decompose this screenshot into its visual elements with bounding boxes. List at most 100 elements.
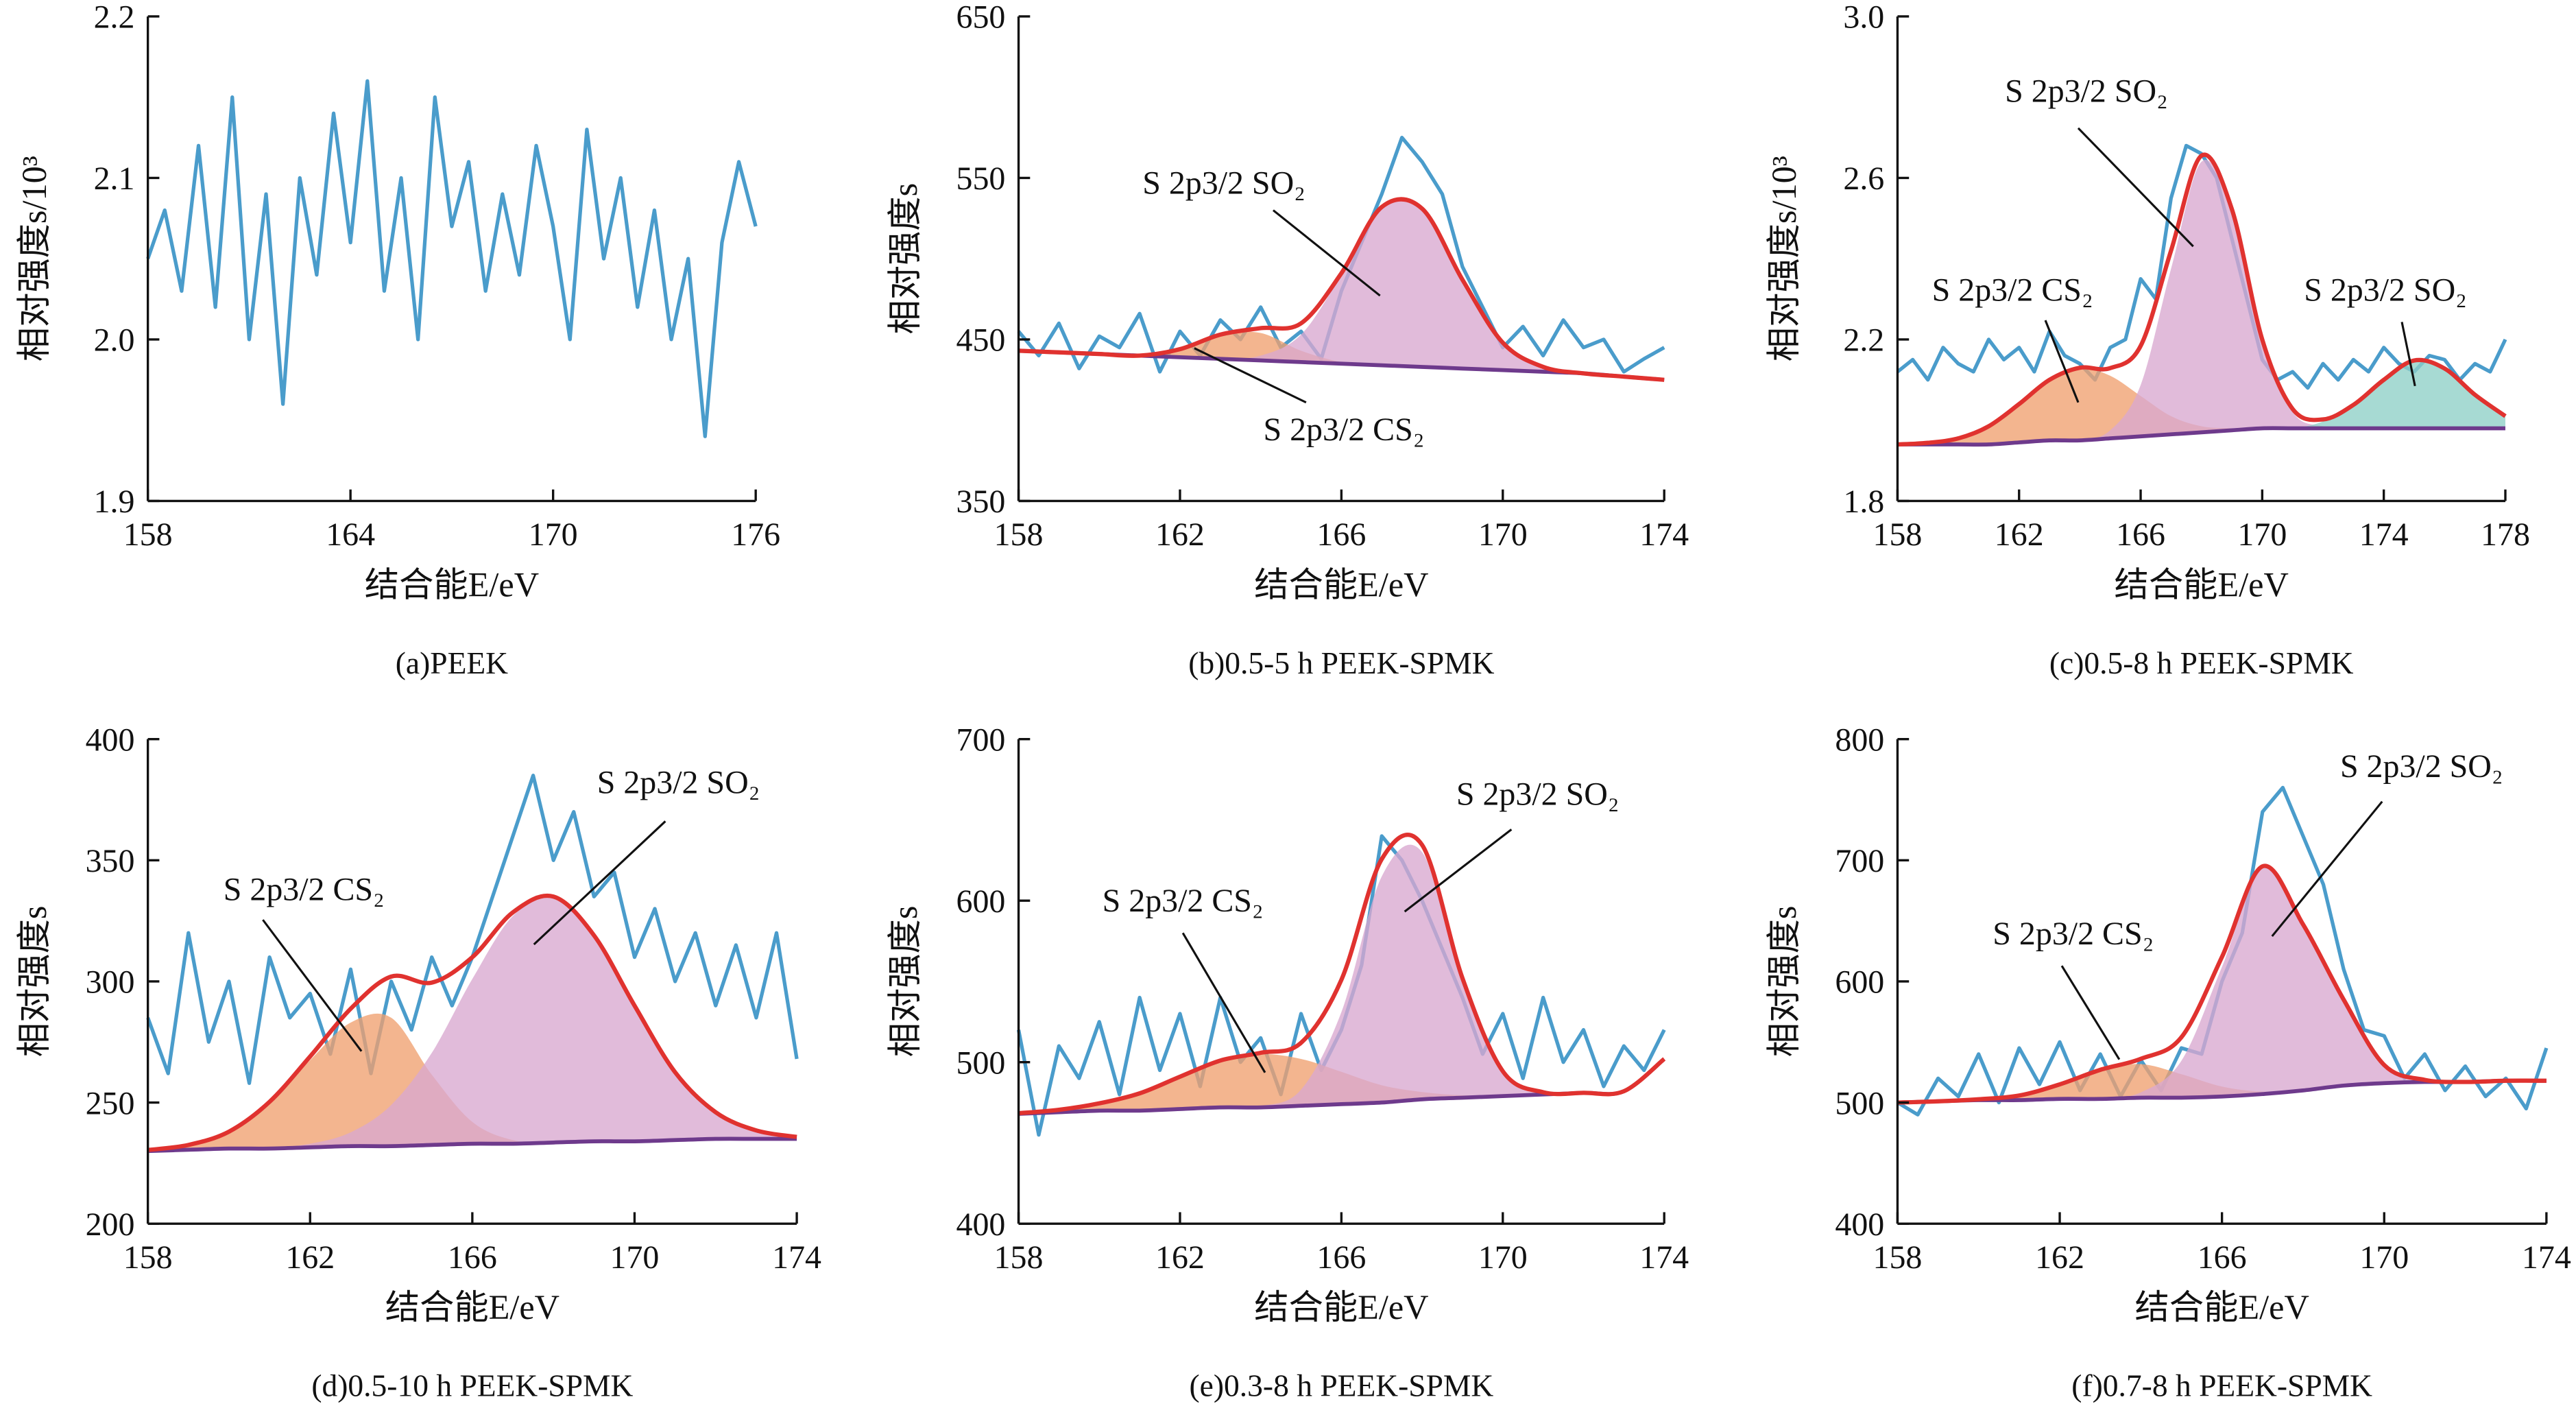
x-axis-label: 结合能E/eV	[1254, 565, 1428, 604]
annotation-leader	[533, 820, 666, 946]
y-tick-label: 400	[956, 1206, 1006, 1243]
y-tick-label: 500	[956, 1045, 1006, 1081]
caption: (d)0.5-10 h PEEK-SPMK	[311, 1368, 633, 1403]
annotation-leader	[2400, 322, 2416, 387]
envelope	[1018, 833, 1666, 1116]
raw-spectrum	[146, 79, 758, 438]
y-tick-label: 250	[86, 1085, 135, 1121]
y-tick-label: 1.8	[1843, 484, 1884, 520]
fit-component	[1897, 160, 2505, 445]
y-tick-label: 700	[1835, 843, 1884, 879]
y-axis-label: 相对强度s	[1765, 906, 1803, 1058]
y-tick-label: 2.6	[1843, 160, 1884, 197]
x-axis-label: 结合能E/eV	[2134, 1288, 2309, 1326]
y-tick-label: 2.2	[94, 0, 135, 36]
y-tick-label: 400	[86, 722, 135, 758]
x-tick-label: 162	[1155, 1239, 1205, 1276]
y-tick-label: 2.1	[94, 160, 135, 197]
annotation-leader	[2044, 320, 2080, 403]
x-tick-label: 158	[123, 516, 173, 553]
y-axis-label: 相对强度s/10³	[1765, 156, 1803, 361]
caption: (f)0.7-8 h PEEK-SPMK	[2071, 1368, 2372, 1403]
y-tick-label: 650	[956, 0, 1006, 36]
annotation-leader	[2271, 800, 2383, 938]
annotation: S 2p3/2 CS₂	[224, 871, 385, 907]
annotation-leader	[2060, 965, 2121, 1060]
y-tick-label: 300	[86, 964, 135, 1001]
annotation: S 2p3/2 CS₂	[1993, 916, 2154, 952]
x-tick-label: 174	[1639, 516, 1689, 553]
annotation: S 2p3/2 CS₂	[1103, 883, 1264, 919]
y-axis-label: 相对强度s	[15, 906, 53, 1058]
annotation: S 2p3/2 SO₂	[597, 765, 760, 801]
fit-component	[1018, 199, 1665, 380]
y-tick-label: 350	[956, 484, 1006, 520]
x-tick-label: 164	[326, 516, 375, 553]
x-tick-label: 174	[772, 1239, 821, 1276]
annotation-leader	[1272, 209, 1381, 297]
x-tick-label: 158	[994, 1239, 1044, 1276]
baseline	[147, 1136, 797, 1154]
y-tick-label: 400	[1835, 1206, 1884, 1243]
fit-component	[147, 896, 797, 1152]
y-tick-label: 600	[956, 883, 1006, 920]
y-tick-label: 500	[1835, 1085, 1884, 1121]
y-tick-label: 200	[86, 1206, 135, 1243]
x-tick-label: 162	[1995, 516, 2044, 553]
x-tick-label: 170	[529, 516, 578, 553]
caption: (b)0.5-5 h PEEK-SPMK	[1188, 645, 1494, 680]
x-tick-label: 166	[1316, 516, 1366, 553]
annotation-leader	[1194, 347, 1307, 404]
x-tick-label: 170	[610, 1239, 660, 1276]
x-tick-label: 174	[2359, 516, 2409, 553]
x-axis-label: 结合能E/eV	[2115, 565, 2289, 604]
x-tick-label: 166	[448, 1239, 497, 1276]
annotation: S 2p3/2 SO₂	[2005, 73, 2168, 109]
annotation: S 2p3/2 SO₂	[1456, 776, 1620, 812]
x-tick-label: 162	[285, 1239, 335, 1276]
x-axis-label: 结合能E/eV	[385, 1288, 559, 1326]
y-axis-label: 相对强度s/10³	[15, 156, 53, 361]
fit-component	[1897, 359, 2505, 445]
y-axis-label: 相对强度s	[886, 906, 924, 1058]
annotation: S 2p3/2 SO₂	[1142, 165, 1305, 202]
y-tick-label: 350	[86, 843, 135, 879]
x-tick-label: 158	[1873, 516, 1923, 553]
fit-component	[1897, 868, 2547, 1103]
fit-component	[1897, 1064, 2547, 1103]
y-tick-label: 3.0	[1843, 0, 1884, 36]
x-tick-label: 174	[1639, 1239, 1689, 1276]
fit-component	[1018, 844, 1665, 1115]
envelope	[1018, 197, 1665, 382]
fit-component	[1897, 368, 2505, 445]
annotation-leader	[1404, 829, 1513, 913]
x-tick-label: 176	[731, 516, 780, 553]
y-tick-label: 2.0	[94, 322, 135, 359]
y-axis-label: 相对强度s	[886, 183, 924, 335]
baseline	[1897, 426, 2505, 447]
x-tick-label: 158	[994, 516, 1044, 553]
x-tick-label: 170	[1478, 516, 1528, 553]
annotation: S 2p3/2 CS₂	[1932, 272, 2093, 308]
x-tick-label: 166	[1316, 1239, 1366, 1276]
x-tick-label: 170	[1478, 1239, 1528, 1276]
caption: (a)PEEK	[396, 645, 508, 680]
x-tick-label: 166	[2198, 1239, 2247, 1276]
x-tick-label: 178	[2481, 516, 2530, 553]
annotation-leader	[1181, 932, 1266, 1073]
fit-component	[147, 1013, 797, 1152]
annotation: S 2p3/2 SO₂	[2340, 748, 2503, 785]
y-tick-label: 700	[956, 722, 1006, 758]
y-tick-label: 550	[956, 160, 1006, 197]
x-tick-label: 174	[2522, 1239, 2571, 1276]
x-tick-label: 166	[2116, 516, 2165, 553]
annotation-leader	[2077, 127, 2194, 248]
x-tick-label: 170	[2237, 516, 2287, 553]
caption: (e)0.3-8 h PEEK-SPMK	[1190, 1368, 1494, 1403]
y-tick-label: 600	[1835, 964, 1884, 1001]
x-tick-label: 170	[2359, 1239, 2409, 1276]
x-tick-label: 158	[123, 1239, 173, 1276]
envelope	[147, 894, 797, 1152]
envelope	[1897, 863, 2547, 1105]
